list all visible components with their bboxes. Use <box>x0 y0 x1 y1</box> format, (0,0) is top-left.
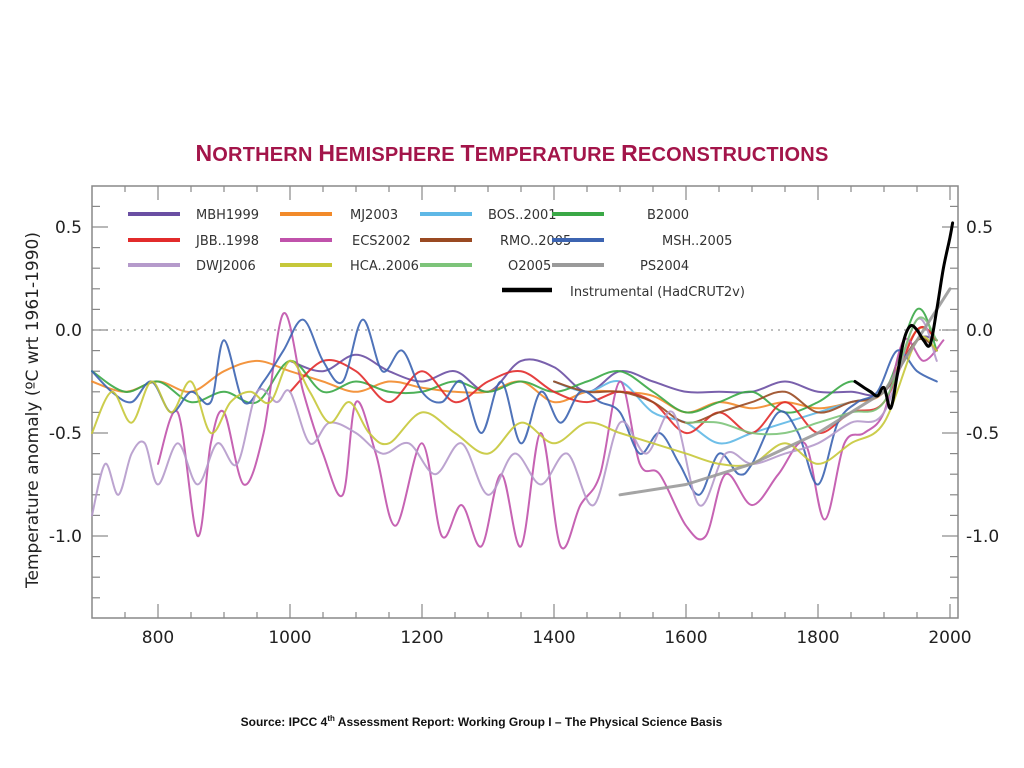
series-line-instrumental-hadcrut2v- <box>853 221 955 410</box>
legend-label: MBH1999 <box>196 208 259 223</box>
legend-label: MSH..2005 <box>662 234 732 249</box>
legend-label: JBB..1998 <box>195 234 259 249</box>
y-tick-label-right: -1.0 <box>966 527 999 547</box>
series-line-b2000 <box>91 307 938 414</box>
legend-label: HCA..2006 <box>350 259 419 274</box>
y-tick-label-left: -1.0 <box>49 527 82 547</box>
y-tick-label-left: 0.5 <box>55 218 82 238</box>
title-word: TEMPERATURE <box>460 140 616 166</box>
x-tick-label: 1400 <box>532 628 575 648</box>
x-tick-label: 800 <box>142 628 174 648</box>
series-line-dwj2006 <box>91 317 938 517</box>
series-line-hca-2006 <box>91 335 938 467</box>
legend-label: ECS2002 <box>352 234 411 249</box>
title-word: HEMISPHERE <box>318 140 455 166</box>
source-prefix: Source: IPCC 4 <box>240 715 328 729</box>
legend-label: RMO..2005 <box>500 234 571 249</box>
title-word: NORTHERN <box>195 140 313 166</box>
legend-label: BOS..2001 <box>488 208 557 223</box>
legend-label: MJ2003 <box>350 208 398 223</box>
x-tick-label: 1000 <box>268 628 311 648</box>
legend-label: B2000 <box>647 208 689 223</box>
series-line-mj2003 <box>91 326 938 414</box>
series-line-ps2004 <box>618 287 952 497</box>
legend-label: Instrumental (HadCRUT2v) <box>570 285 745 300</box>
source-caption: Source: IPCC 4th Assessment Report: Work… <box>0 714 963 729</box>
series-line-o2005 <box>685 316 938 436</box>
title-word: RECONSTRUCTIONS <box>621 140 829 166</box>
y-tick-label-right: 0.5 <box>966 218 993 238</box>
y-axis-title: Temperature anomaly (ºC wrt 1961-1990) <box>23 232 43 589</box>
x-tick-label: 1600 <box>664 628 707 648</box>
source-suffix: Assessment Report: Working Group I – The… <box>334 715 723 729</box>
x-tick-label: 2000 <box>928 628 971 648</box>
y-tick-label-right: -0.5 <box>966 424 999 444</box>
y-tick-label-left: 0.0 <box>55 321 82 341</box>
y-tick-label-right: 0.0 <box>966 321 993 341</box>
source-superscript: th <box>327 714 335 723</box>
y-tick-label-left: -0.5 <box>49 424 82 444</box>
legend-label: PS2004 <box>640 259 689 274</box>
chart-title: NORTHERN HEMISPHERE TEMPERATURE RECONSTR… <box>0 140 1024 167</box>
plot-frame <box>91 185 959 619</box>
legend-label: DWJ2006 <box>196 259 256 274</box>
legend-label: O2005 <box>508 259 551 274</box>
x-tick-label: 1200 <box>400 628 443 648</box>
x-tick-label: 1800 <box>796 628 839 648</box>
